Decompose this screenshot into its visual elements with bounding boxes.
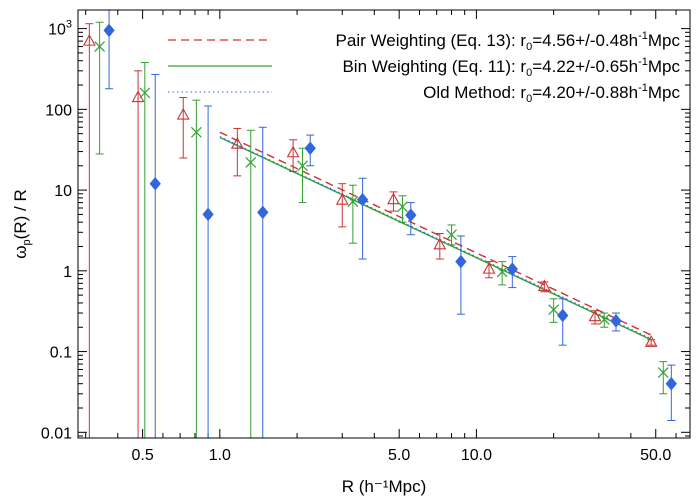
data-point-pair [82,33,96,46]
data-point-old [665,376,677,391]
data-point-pair [482,261,496,274]
legend-text: Old Method: r [423,83,526,102]
legend-text: =4.20+/-0.88h [532,83,638,102]
y-tick-label: 10 [54,183,72,200]
fit-line-old [219,136,652,339]
legend-subscript: 0 [526,41,532,53]
data-point-pair [230,137,244,149]
data-point-bin [446,229,457,241]
data-point-bin [397,201,408,213]
data-point-old [149,176,161,191]
data-point-bin-stroke [496,266,508,278]
data-point-old [455,254,467,269]
data-point-old [202,207,214,222]
legend: Pair Weighting (Eq. 13): r0=4.56+/-0.48h… [168,30,680,105]
legend-subscript: 0 [526,93,532,105]
data-point-bin-stroke [347,196,359,208]
legend-label-bin: Bin Weighting (Eq. 11): r0=4.22+/-0.65h-… [342,56,680,79]
data-point-bin [190,126,202,138]
data-points [82,23,677,391]
data-point-bin-stroke [598,314,610,325]
data-point-pair [286,145,300,158]
legend-text: Mpc [648,57,681,76]
data-point-bin-stroke [190,126,202,138]
y-tick-label-exponent: 3 [66,19,72,31]
data-point-bin [245,157,257,168]
legend-subscript: 0 [526,67,532,79]
data-point-old [356,192,369,207]
data-point-old [257,205,269,220]
x-tick-label: 1.0 [209,447,231,464]
data-point-pair [433,237,447,250]
legend-superscript: -1 [638,82,648,94]
data-point-pair [176,107,190,120]
data-point-bin-stroke [297,160,308,172]
y-axis-title: ωp(R) / R [11,189,33,258]
data-point-bin-stroke [446,229,457,241]
data-point-bin [297,160,308,172]
y-tick-label: 0.01 [41,425,72,442]
y-axis-title-main: ω [11,245,30,258]
legend-text: Pair Weighting (Eq. 13): r [336,31,527,50]
fit-line-bin [219,136,652,341]
data-point-bin [347,196,359,208]
x-tick-label: 50.0 [640,447,671,464]
data-point-bin [139,87,151,99]
legend-superscript: -1 [638,30,648,42]
data-point-bin [496,266,508,278]
y-tick-label: 1 [63,264,72,281]
data-point-bin-stroke [548,304,560,316]
x-tick-label: 0.5 [131,447,153,464]
data-point-old [405,208,417,222]
data-point-old [103,23,115,38]
legend-text: Mpc [648,83,681,102]
data-point-old [506,262,518,276]
data-point-bin [657,367,669,378]
y-axis-title-subscript: p [21,239,33,245]
data-point-bin [548,304,560,316]
plot-frame [77,9,691,439]
data-point-bin-stroke [657,367,669,378]
legend-text: Mpc [648,31,681,50]
fit-lines [219,131,652,341]
y-tick-label: 103 [48,19,72,39]
data-point-pair [335,193,349,205]
data-point-bin-stroke [94,41,106,52]
legend-text: =4.56+/-0.48h [532,31,638,50]
y-tick-label-base: 10 [48,22,66,39]
x-axis-title: R (h⁻¹Mpc) [342,477,427,496]
data-point-old [557,308,569,323]
data-point-old [304,141,316,156]
data-point-bin-stroke [139,87,151,99]
data-point-bin-stroke [245,157,257,168]
data-point-bin [598,314,610,325]
legend-label-old: Old Method: r0=4.20+/-0.88h-1Mpc [423,82,680,105]
x-tick-label: 5.0 [388,447,410,464]
data-point-bin-stroke [397,201,408,213]
legend-text: =4.22+/-0.65h [532,57,638,76]
y-axis-title-rest: (R) / R [11,189,30,239]
x-tick-label: 10.0 [461,447,492,464]
data-point-bin [94,41,106,52]
data-point-pair [387,192,400,205]
data-point-pair [644,335,658,347]
data-point-pair [537,279,551,292]
legend-text: Bin Weighting (Eq. 11): r [342,57,526,76]
fit-line-pair [219,131,652,336]
legend-label-pair: Pair Weighting (Eq. 13): r0=4.56+/-0.48h… [336,30,681,53]
legend-superscript: -1 [638,56,648,68]
y-tick-label: 100 [45,102,72,119]
data-point-pair [588,309,602,322]
y-tick-label: 0.1 [50,345,72,362]
data-point-old [610,314,622,328]
